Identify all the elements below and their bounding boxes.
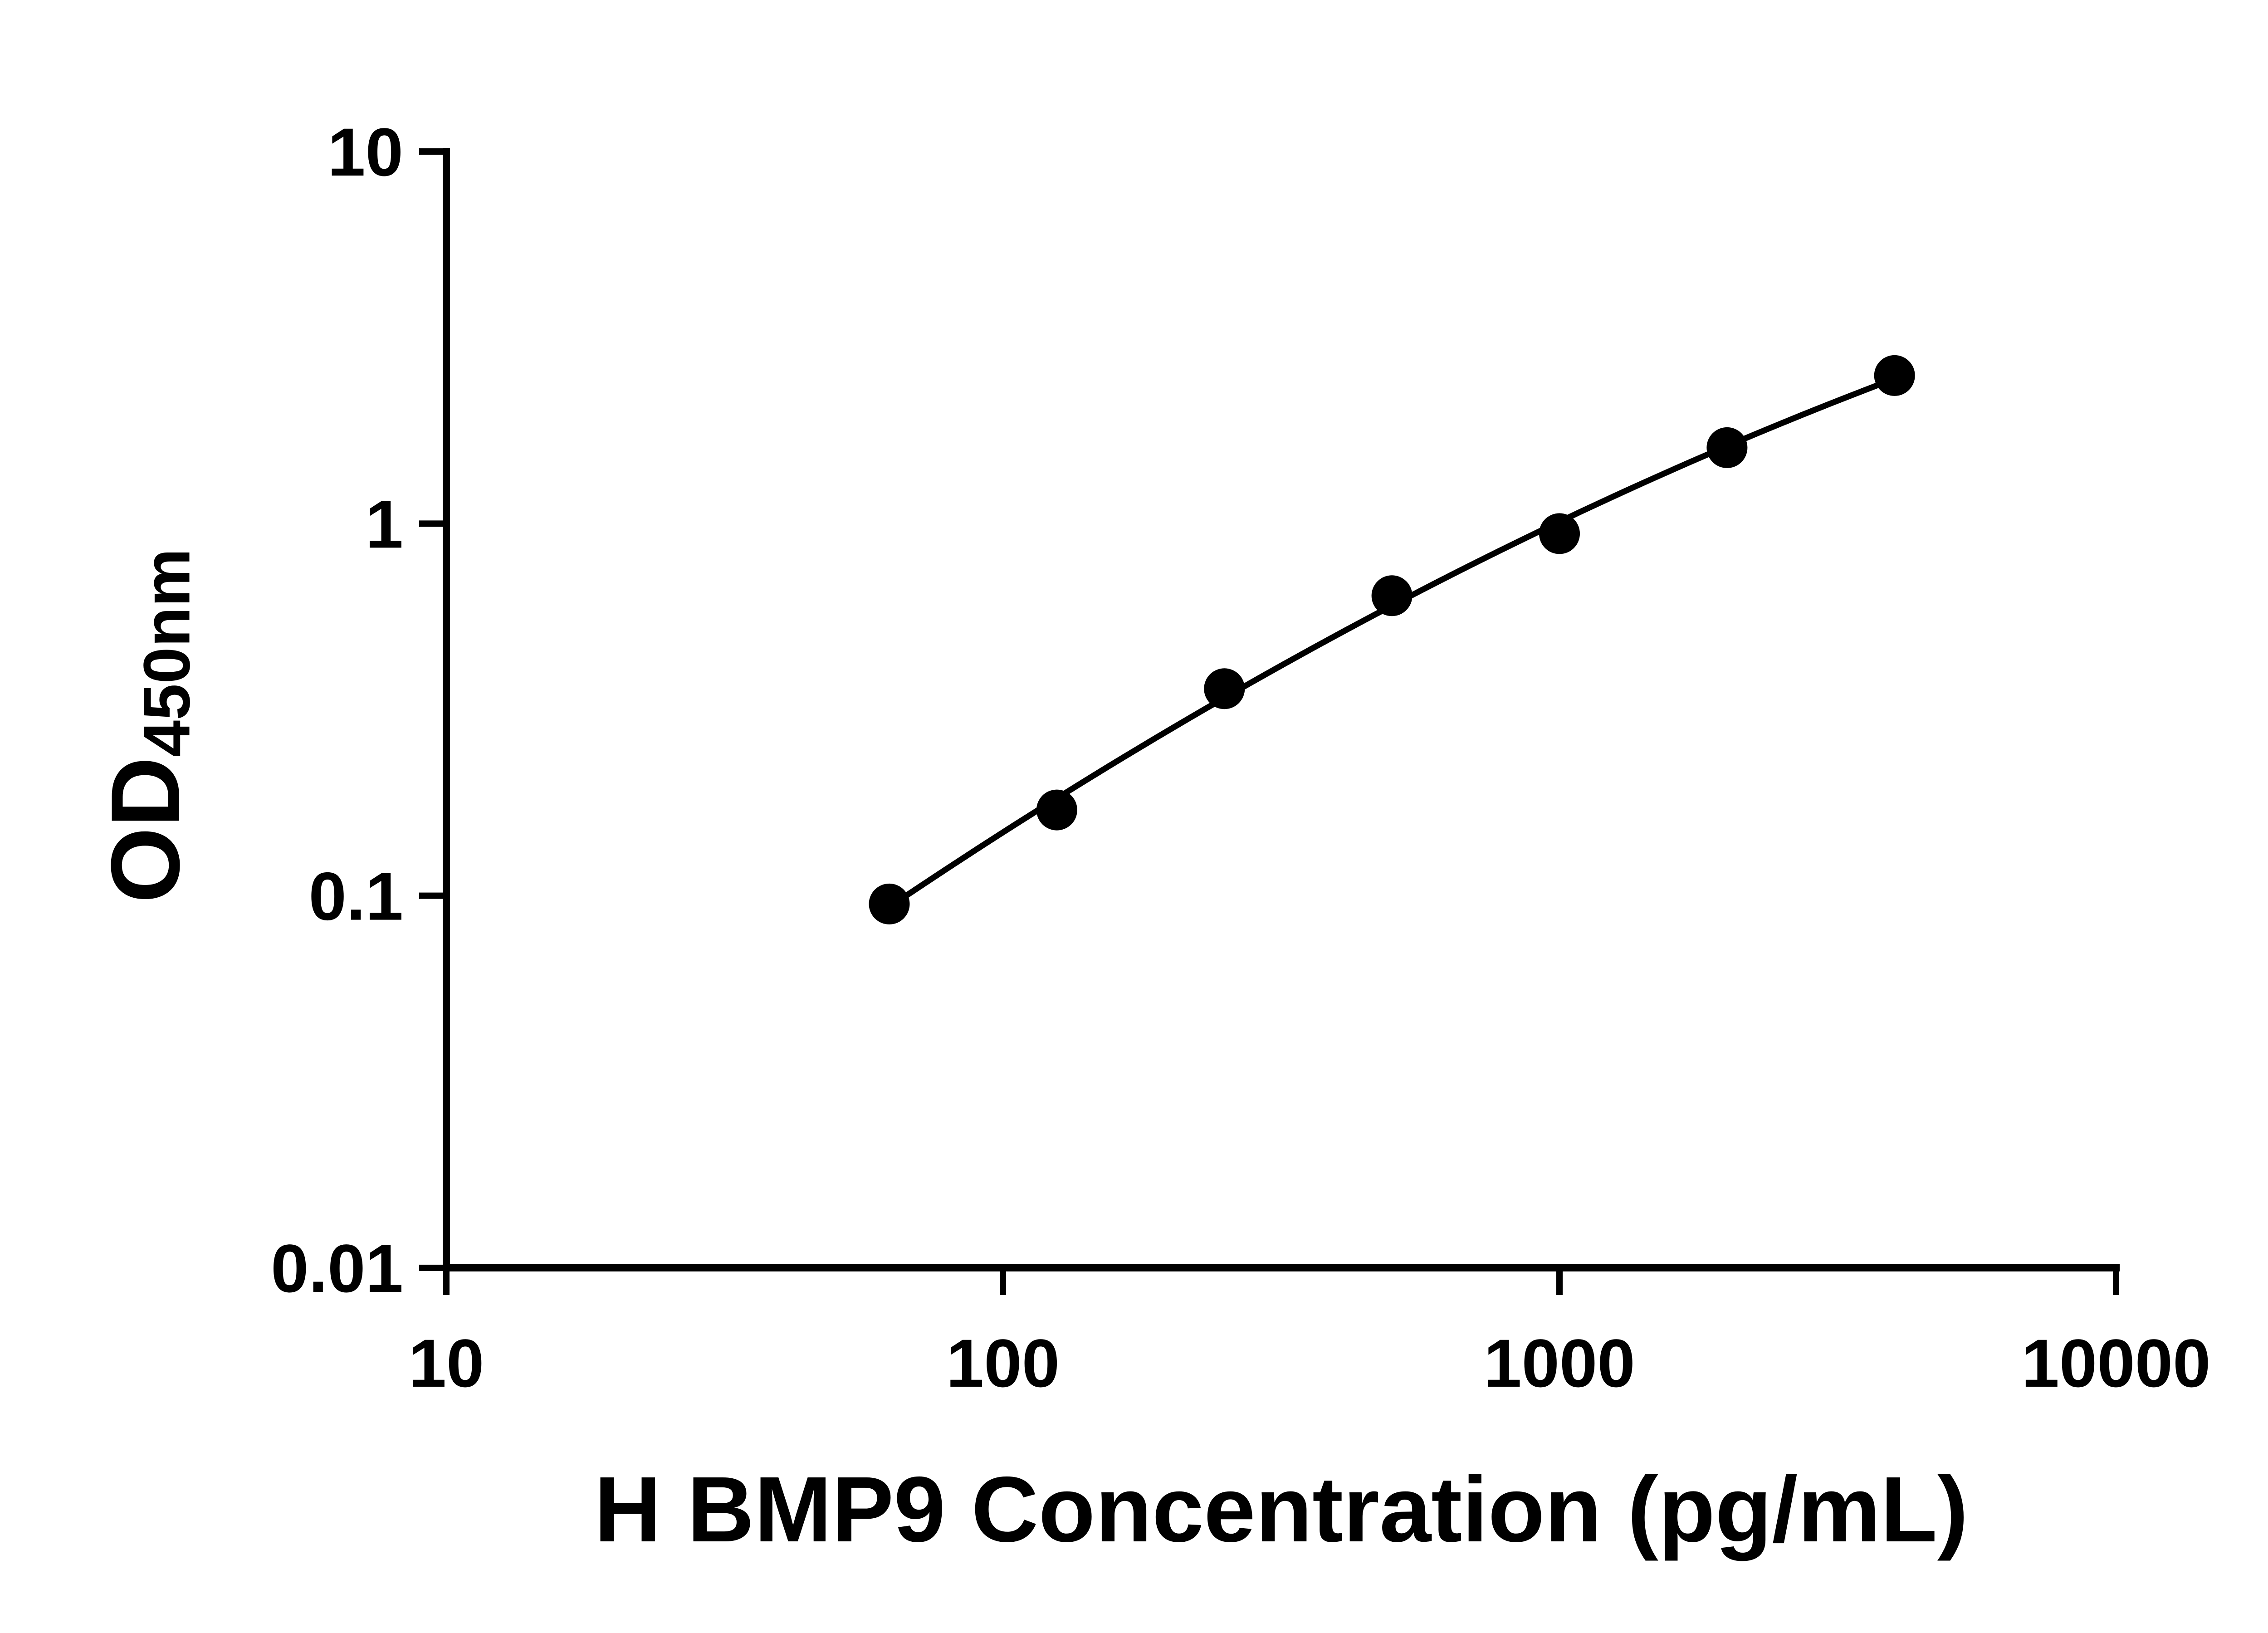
- data-point: [1036, 789, 1077, 831]
- y-axis-tick-label: 10: [327, 114, 403, 190]
- x-axis-tick-label: 100: [946, 1325, 1060, 1401]
- y-axis-title: OD450nm: [91, 548, 204, 903]
- y-axis-title-subscript: 450nm: [130, 548, 204, 757]
- y-axis-title-text: OD: [90, 757, 200, 903]
- y-axis-tick-label: 0.1: [308, 858, 403, 934]
- x-axis-tick-label: 1000: [1484, 1325, 1635, 1401]
- data-point: [869, 883, 910, 924]
- x-axis-title-text: H BMP9 Concentration (pg/mL): [594, 1457, 1969, 1561]
- data-point: [1371, 575, 1413, 616]
- y-axis-tick-label: 0.01: [271, 1230, 403, 1306]
- data-point: [1874, 355, 1915, 396]
- x-axis-tick-label: 10000: [2021, 1325, 2210, 1401]
- axis-lines: [443, 148, 2120, 1271]
- data-point: [1539, 513, 1580, 554]
- y-axis-tick-label: 1: [366, 486, 403, 562]
- x-axis-tick-label: 10: [409, 1325, 484, 1401]
- data-point: [1204, 668, 1245, 709]
- data-point: [1706, 427, 1748, 468]
- x-axis-title: H BMP9 Concentration (pg/mL): [446, 1463, 2116, 1556]
